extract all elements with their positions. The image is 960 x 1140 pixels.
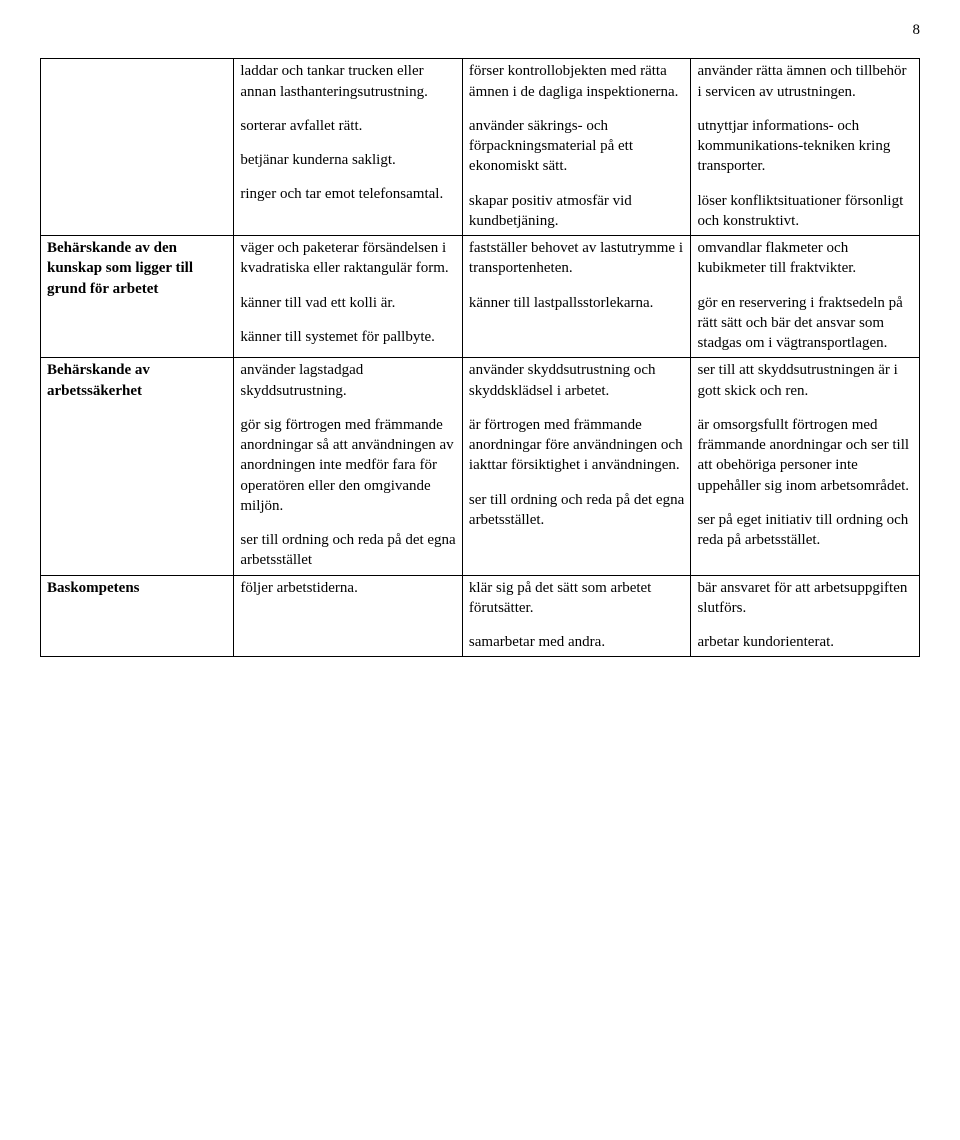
table-row: Behärskande av den kunskap som ligger ti…	[41, 236, 920, 358]
cell-text: omvandlar flakmeter och kubikmeter till …	[691, 236, 920, 358]
paragraph: arbetar kundorienterat.	[697, 632, 913, 652]
cell-text: fastställer behovet av lastutrymme i tra…	[462, 236, 691, 358]
cell-text: laddar och tankar trucken eller annan la…	[234, 59, 463, 236]
paragraph: är omsorgsfullt förtrogen med främmande …	[697, 415, 913, 496]
paragraph: känner till lastpallsstorlekarna.	[469, 293, 685, 313]
paragraph: ringer och tar emot telefonsamtal.	[240, 184, 456, 204]
row-label	[41, 59, 234, 236]
paragraph: följer arbetstiderna.	[240, 578, 456, 598]
paragraph: gör en reservering i fraktsedeln på rätt…	[697, 293, 913, 354]
paragraph: använder lagstadgad skyddsutrustning.	[240, 360, 456, 401]
competency-table: laddar och tankar trucken eller annan la…	[40, 58, 920, 657]
table-row: laddar och tankar trucken eller annan la…	[41, 59, 920, 236]
paragraph: löser konfliktsituationer försonligt och…	[697, 191, 913, 232]
cell-text: följer arbetstiderna.	[234, 575, 463, 657]
paragraph: ser till ordning och reda på det egna ar…	[240, 530, 456, 571]
cell-text: använder lagstadgad skyddsutrustning. gör…	[234, 358, 463, 575]
paragraph: fastställer behovet av lastutrymme i tra…	[469, 238, 685, 279]
cell-text: ser till att skyddsutrustningen är i got…	[691, 358, 920, 575]
paragraph: använder rätta ämnen och tillbehör i ser…	[697, 61, 913, 102]
cell-text: använder skyddsutrustning och skyddskläd…	[462, 358, 691, 575]
paragraph: samarbetar med andra.	[469, 632, 685, 652]
paragraph: omvandlar flakmeter och kubikmeter till …	[697, 238, 913, 279]
paragraph: är förtrogen med främmande anordningar f…	[469, 415, 685, 476]
paragraph: betjänar kunderna sakligt.	[240, 150, 456, 170]
paragraph: förser kontrollobjekten med rätta ämnen …	[469, 61, 685, 102]
paragraph: väger och paketerar försändelsen i kvadr…	[240, 238, 456, 279]
paragraph: ser till att skyddsutrustningen är i got…	[697, 360, 913, 401]
row-label: Behärskande av arbetssäkerhet	[41, 358, 234, 575]
row-label: Behärskande av den kunskap som ligger ti…	[41, 236, 234, 358]
table-row: Baskompetens följer arbetstiderna. klär si…	[41, 575, 920, 657]
cell-text: bär ansvaret för att arbetsuppgiften slu…	[691, 575, 920, 657]
cell-text: förser kontrollobjekten med rätta ämnen …	[462, 59, 691, 236]
paragraph: ser till ordning och reda på det egna ar…	[469, 490, 685, 531]
cell-text: väger och paketerar försändelsen i kvadr…	[234, 236, 463, 358]
row-label: Baskompetens	[41, 575, 234, 657]
paragraph: känner till vad ett kolli är.	[240, 293, 456, 313]
paragraph: gör sig förtrogen med främmande anordnin…	[240, 415, 456, 516]
paragraph: klär sig på det sätt som arbetet förutsä…	[469, 578, 685, 619]
paragraph: skapar positiv atmosfär vid kundbetjänin…	[469, 191, 685, 232]
paragraph: utnyttjar informations- och kommunikatio…	[697, 116, 913, 177]
paragraph: laddar och tankar trucken eller annan la…	[240, 61, 456, 102]
paragraph: använder skyddsutrustning och skyddskläd…	[469, 360, 685, 401]
paragraph: bär ansvaret för att arbetsuppgiften slu…	[697, 578, 913, 619]
paragraph: känner till systemet för pallbyte.	[240, 327, 456, 347]
page-number: 8	[40, 20, 920, 40]
paragraph: sorterar avfallet rätt.	[240, 116, 456, 136]
table-row: Behärskande av arbetssäkerhetanvänder la…	[41, 358, 920, 575]
cell-text: klär sig på det sätt som arbetet förutsä…	[462, 575, 691, 657]
cell-text: använder rätta ämnen och tillbehör i ser…	[691, 59, 920, 236]
paragraph: ser på eget initiativ till ordning och r…	[697, 510, 913, 551]
paragraph: använder säkrings- och förpackningsmater…	[469, 116, 685, 177]
